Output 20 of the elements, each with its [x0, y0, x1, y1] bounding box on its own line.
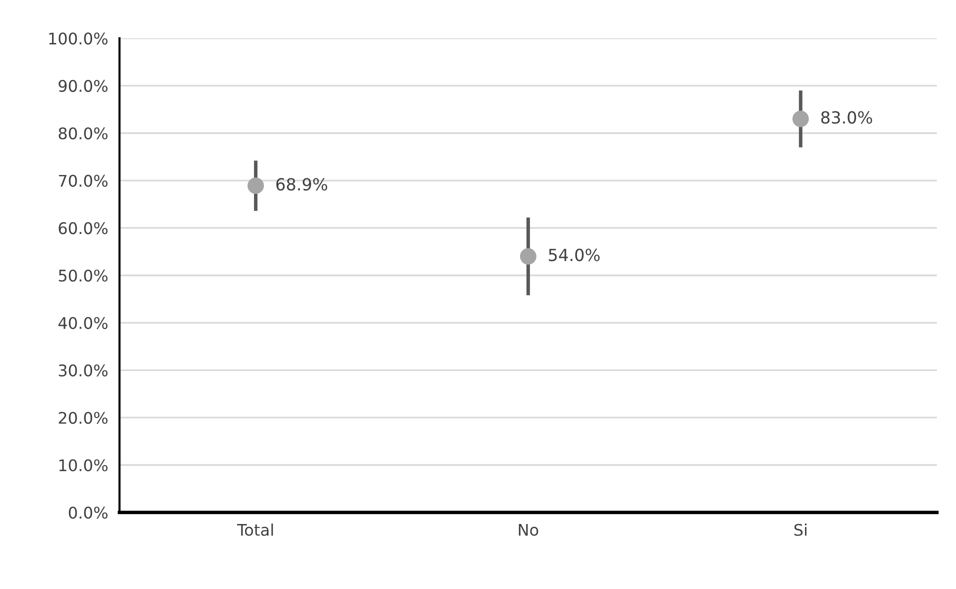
x-tick-label: No [518, 524, 538, 536]
point [792, 110, 809, 128]
y-tick-label: 60.0% [58, 222, 108, 234]
y-tick-label: 90.0% [58, 80, 108, 92]
point [520, 248, 536, 265]
x-tick-label: Total [237, 524, 273, 536]
y-tick-label: 100.0% [49, 32, 108, 45]
y-tick-label: 70.0% [58, 174, 108, 187]
y-tick-label: 0.0% [68, 506, 108, 519]
y-tick-label: 10.0% [59, 459, 108, 472]
y-tick-label: 40.0% [58, 316, 108, 330]
y-tick-label: 20.0% [58, 412, 108, 424]
data-label: 68.9% [276, 178, 328, 191]
data-label: 83.0% [821, 111, 872, 124]
data-label: 54.0% [548, 248, 600, 262]
y-tick-label: 80.0% [58, 127, 108, 140]
x-tick-label: Si [794, 524, 806, 536]
y-tick-label: 50.0% [58, 270, 108, 282]
point [248, 178, 264, 194]
y-tick-label: 30.0% [58, 364, 108, 376]
